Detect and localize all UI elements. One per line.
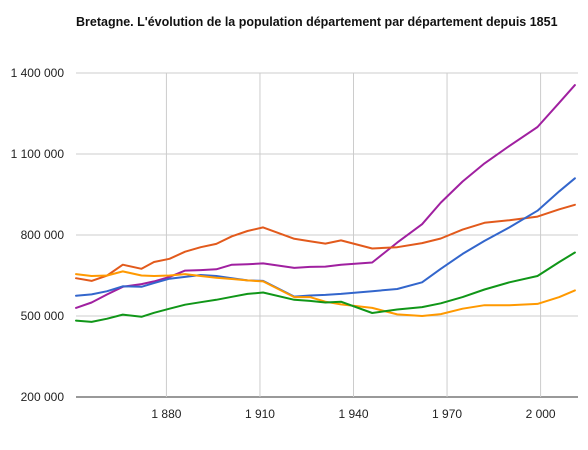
series-line-3 <box>75 177 576 298</box>
series-line-4 <box>75 270 576 317</box>
x-tick-label: 1 970 <box>432 407 462 421</box>
series-line-1 <box>75 84 576 309</box>
y-tick-label: 500 000 <box>21 309 65 323</box>
series-line-5 <box>75 251 576 323</box>
chart-title: Bretagne. L'évolution de la population d… <box>76 15 558 29</box>
gridlines <box>76 72 578 398</box>
y-tick-label: 1 400 000 <box>11 66 65 80</box>
y-axis-ticks: 200 000 500 000 800 000 1 100 000 1 400 000 <box>11 66 65 404</box>
x-axis-ticks: 1 880 1 910 1 940 1 970 2 000 <box>151 407 556 421</box>
x-tick-label: 1 880 <box>151 407 181 421</box>
x-tick-label: 1 940 <box>338 407 368 421</box>
y-tick-label: 200 000 <box>21 390 65 404</box>
series-lines <box>75 84 576 323</box>
x-tick-label: 2 000 <box>526 407 556 421</box>
y-tick-label: 1 100 000 <box>11 147 65 161</box>
y-tick-label: 800 000 <box>21 228 65 242</box>
series-line-2 <box>75 203 576 282</box>
x-tick-label: 1 910 <box>245 407 275 421</box>
